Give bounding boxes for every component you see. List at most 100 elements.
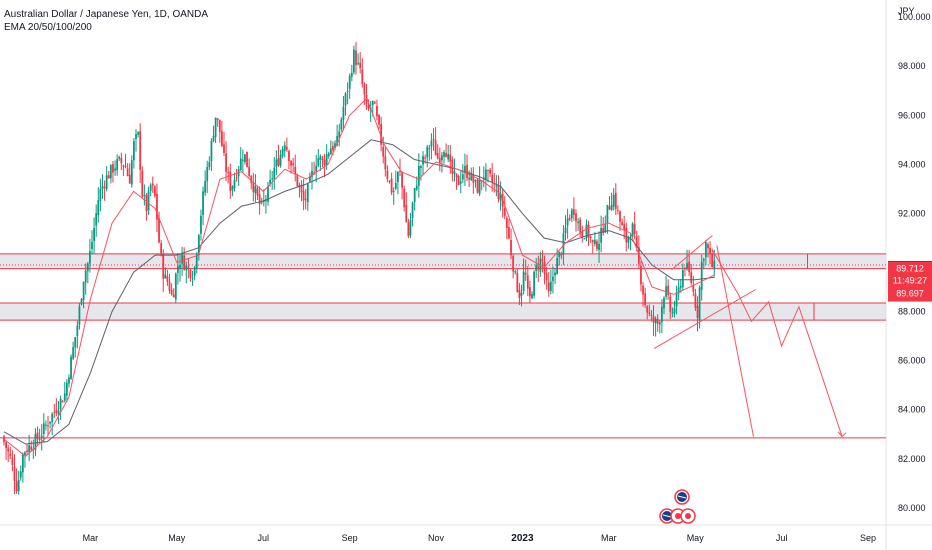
candle-body: [415, 185, 418, 190]
candle-body: [660, 306, 663, 323]
candle-body: [499, 194, 502, 201]
candle-body: [591, 240, 594, 243]
candle-body: [684, 268, 686, 270]
candle-body: [692, 284, 695, 292]
candle-body: [254, 186, 257, 194]
candle-body: [575, 213, 577, 222]
candle-body: [396, 171, 399, 183]
candle-body: [380, 124, 383, 145]
ema-fast-line: [3, 97, 715, 457]
supply-demand-zones: [0, 253, 886, 439]
event-au-icon[interactable]: [674, 489, 690, 505]
candle-body: [51, 413, 54, 422]
countdown-timer: 11:49:27: [893, 276, 927, 286]
candle-body: [170, 289, 173, 295]
candle-body: [598, 243, 600, 251]
wedge-upper-line: [671, 235, 713, 271]
candle-body: [644, 293, 647, 306]
candle-body: [172, 294, 175, 298]
time-axis[interactable]: Mar May Jul Sep Nov 2023 Mar May Jul Sep: [83, 533, 876, 544]
candle-body: [484, 169, 487, 180]
candle-body: [627, 237, 630, 243]
candle-body: [459, 181, 462, 184]
candle-body: [97, 200, 100, 216]
candle-body: [327, 153, 330, 157]
candle-body: [9, 453, 12, 456]
candle-body: [336, 135, 339, 146]
candle-body: [640, 265, 642, 285]
candle-body: [367, 105, 370, 109]
candle-body: [690, 272, 693, 283]
candle-body: [21, 454, 24, 473]
candle-body: [487, 169, 489, 172]
candle-body: [547, 282, 550, 292]
candle-body: [388, 180, 391, 182]
candle-body: [562, 233, 565, 255]
candle-body: [656, 319, 659, 324]
candle-body: [648, 312, 651, 314]
candle-body: [503, 208, 506, 216]
candle-body: [133, 141, 135, 161]
candle-body: [510, 239, 512, 256]
candle-body: [352, 49, 355, 73]
candle-body: [38, 438, 41, 441]
y-tick-label: 92.000: [898, 208, 926, 218]
candle-body: [143, 195, 146, 197]
candle-body: [233, 179, 236, 189]
candle-body: [566, 218, 569, 226]
candle-body: [589, 236, 592, 239]
candle-body: [696, 305, 699, 319]
candle-body: [47, 425, 49, 427]
candle-body: [495, 185, 498, 187]
candle-body: [80, 299, 83, 305]
event-au-icon[interactable]: [659, 508, 675, 524]
candle-body: [669, 296, 672, 312]
zone-band: [0, 253, 886, 269]
candle-body: [438, 158, 441, 163]
candle-body: [271, 178, 274, 180]
candle-body: [55, 410, 58, 413]
price-axis[interactable]: JPY 100.000 98.000 96.000 94.000 92.000 88.00…: [898, 6, 931, 513]
candle-body: [447, 154, 450, 160]
candle-body: [185, 265, 188, 271]
candle-body: [112, 164, 114, 173]
candle-body: [476, 179, 479, 193]
candle-body: [579, 219, 582, 234]
economic-events[interactable]: [659, 489, 696, 524]
candle-body: [285, 146, 288, 150]
candle-body: [279, 154, 282, 166]
candle-body: [357, 62, 359, 64]
candle-body: [189, 270, 192, 278]
y-tick-label: 96.000: [898, 110, 926, 120]
candle-body: [135, 134, 137, 139]
candle-body: [384, 156, 387, 170]
candle-body: [308, 176, 311, 182]
candle-body: [99, 188, 102, 201]
candle-body: [292, 163, 295, 166]
symbol-title[interactable]: Australian Dollar / Japanese Yen, 1D, OA…: [4, 9, 208, 20]
candle-body: [338, 131, 341, 138]
candle-body: [663, 297, 665, 309]
candle-body: [652, 316, 655, 323]
candle-body: [654, 318, 657, 324]
indicator-label[interactable]: EMA 20/50/100/200: [4, 22, 92, 33]
candle-body: [225, 153, 227, 172]
candle-body: [206, 166, 209, 182]
candle-body: [103, 186, 106, 188]
current-price-label: 89.712: [896, 264, 924, 274]
candle-body: [317, 158, 320, 166]
candle-body: [704, 242, 707, 258]
candle-body: [221, 131, 223, 146]
candle-body: [405, 205, 408, 223]
candle-body: [390, 178, 393, 193]
candle-body: [256, 188, 259, 196]
flag-stripe: [677, 495, 687, 499]
candle-body: [478, 178, 481, 194]
candle-body: [440, 155, 443, 161]
candle-body: [145, 194, 148, 212]
bid-price-label: 89.697: [896, 289, 924, 299]
candle-body: [84, 270, 87, 283]
x-tick-label: Mar: [601, 533, 617, 543]
